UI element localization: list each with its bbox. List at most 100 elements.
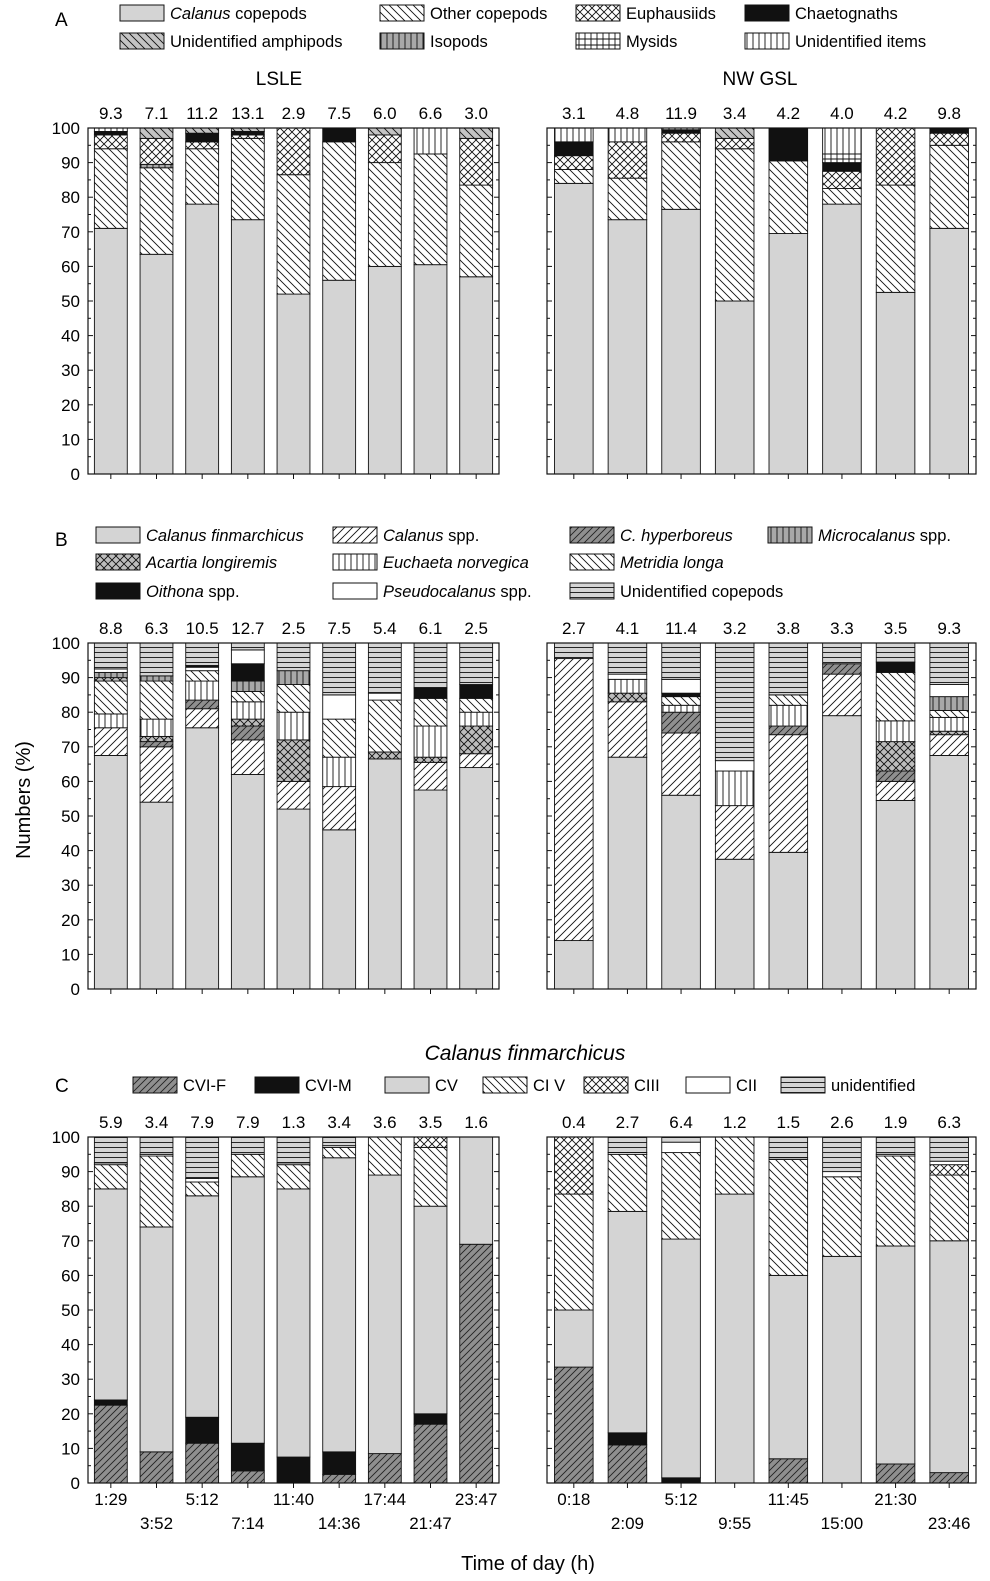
y-tick-label: 100 [52, 119, 80, 138]
legend-label: Calanus spp. [383, 527, 479, 545]
x-tick-label: 11:40 [273, 1490, 314, 1509]
legend-item: Unidentified copepods [569, 582, 783, 601]
y-tick-label: 10 [61, 1439, 80, 1458]
bar [822, 127, 862, 475]
subplot: 2.7 4.1 11.4 3.2 3.8 3.3 3.5 9.3 [546, 619, 977, 994]
legend-label: CVI-M [305, 1077, 352, 1095]
bar-total-label: 6.0 [373, 104, 397, 123]
bar-segment [185, 132, 220, 143]
bar-segment [714, 1136, 755, 1195]
bar [322, 127, 357, 475]
y-tick-label: 0 [71, 980, 80, 999]
legend-item: CIII [583, 1076, 660, 1095]
bar-segment [93, 1188, 128, 1401]
bar-total-label: 4.2 [884, 104, 908, 123]
bar-segment [93, 642, 128, 670]
bar-segment [875, 799, 916, 990]
bar-total-label: 7.1 [145, 104, 169, 123]
bar-segment [93, 227, 128, 475]
y-tick-label: 60 [61, 257, 80, 276]
bar-total-label: 4.8 [616, 104, 640, 123]
bar-total-label: 1.5 [776, 1113, 800, 1132]
bar [768, 1136, 809, 1484]
bar-segment [276, 1456, 311, 1484]
x-tick-label: 3:52 [140, 1514, 173, 1533]
bar [230, 1136, 265, 1484]
x-tick-label: 23:47 [455, 1490, 498, 1509]
bar-segment [554, 155, 594, 170]
legend-label: Other copepods [430, 5, 547, 23]
bar [661, 642, 701, 990]
bar-segment [230, 642, 265, 651]
bar-segment [822, 127, 862, 155]
bar [230, 127, 265, 475]
panel-a: Calanus copepods Other copepods Euphausiid… [52, 4, 977, 484]
bar-segment [768, 1136, 809, 1159]
y-tick-label: 90 [61, 1163, 80, 1182]
bar-segment [459, 767, 494, 990]
legend-label: unidentified [831, 1077, 915, 1095]
bar-total-label: 2.9 [282, 104, 306, 123]
y-tick-label: 50 [61, 292, 80, 311]
bar-segment [607, 701, 648, 758]
bar-segment [929, 696, 969, 711]
legend-swatch [379, 4, 425, 22]
bar-total-label: 3.3 [830, 619, 854, 638]
bar-total-label: 13.1 [231, 104, 264, 123]
bar-segment [607, 141, 648, 179]
bar-total-label: 2.5 [464, 619, 488, 638]
bar-total-label: 1.2 [723, 1113, 747, 1132]
bar-segment [367, 642, 402, 694]
bar-segment [875, 770, 916, 782]
legend-label: Unidentified items [795, 33, 926, 51]
bar-total-label: 3.4 [723, 104, 747, 123]
x-tick-label: 5:12 [665, 1490, 698, 1509]
bar-segment [93, 1399, 128, 1406]
bar-total-label: 12.7 [231, 619, 264, 638]
bar-segment [367, 162, 402, 267]
bar-segment [822, 1176, 862, 1257]
bar-segment [413, 756, 448, 763]
x-tick-label: 2:09 [611, 1514, 644, 1533]
bar-total-label: 8.8 [99, 619, 123, 638]
bar [139, 127, 174, 475]
bar-total-label: 7.9 [236, 1113, 260, 1132]
bar-segment [93, 134, 128, 150]
bar-segment [554, 1309, 594, 1368]
bar-segment [822, 1136, 862, 1173]
bar [276, 642, 311, 990]
bar-segment [822, 663, 862, 675]
bar-segment [413, 1136, 448, 1148]
legend-swatch [685, 1076, 731, 1094]
bar-total-label: 3.4 [327, 1113, 351, 1132]
bar-segment [929, 127, 969, 134]
bar-total-label: 7.5 [327, 104, 351, 123]
legend-label: Acartia longiremis [145, 554, 277, 572]
bar-segment [322, 786, 357, 831]
bar-segment [322, 1136, 357, 1147]
bar-segment [929, 716, 969, 732]
bar-segment [459, 711, 494, 727]
bar-segment [929, 144, 969, 229]
bar [554, 1136, 594, 1484]
bar-segment [322, 1157, 357, 1453]
x-axis-label: Time of day (h) [461, 1553, 595, 1575]
bar [607, 642, 648, 990]
bar-segment [822, 715, 862, 990]
bar-segment [768, 160, 809, 234]
bar-segment [714, 760, 755, 772]
legend-item: CVI-F [132, 1076, 226, 1095]
legend-swatch [744, 32, 790, 50]
bar-segment [413, 687, 448, 699]
bar-segment [661, 141, 701, 210]
bar-segment [139, 167, 174, 255]
bar-segment [929, 710, 969, 718]
bar-segment [276, 808, 311, 990]
y-tick-label: 90 [61, 154, 80, 173]
bar-segment [367, 265, 402, 475]
bar [459, 642, 494, 990]
legend-label: Calanus copepods [170, 5, 307, 23]
legend-swatch [95, 553, 141, 571]
legend-label: Microcalanus spp. [818, 527, 951, 545]
